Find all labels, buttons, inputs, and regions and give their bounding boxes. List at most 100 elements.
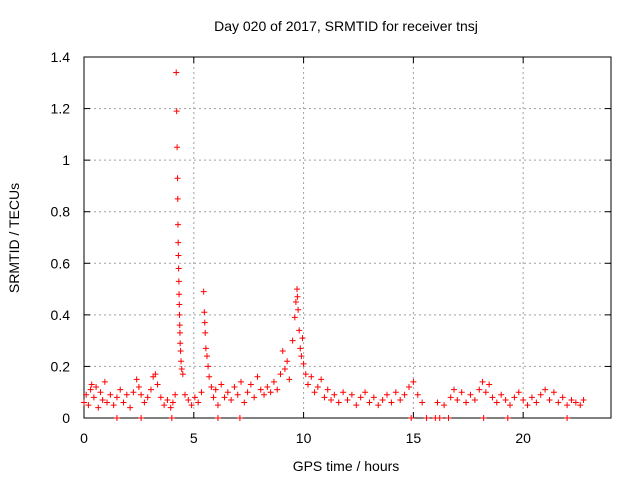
data-point: [135, 384, 142, 391]
data-point: [205, 363, 212, 370]
data-point: [177, 347, 184, 354]
data-point: [447, 394, 454, 401]
data-point: [157, 394, 164, 401]
data-point: [231, 384, 238, 391]
data-point: [295, 306, 302, 313]
data-point: [210, 394, 217, 401]
data-point: [277, 371, 284, 378]
data-point: [90, 394, 97, 401]
data-point: [555, 399, 562, 406]
y-tick-label: 1.4: [51, 49, 71, 65]
data-point: [107, 391, 114, 398]
data-point: [572, 399, 579, 406]
data-point: [299, 335, 306, 342]
data-point: [174, 195, 181, 202]
x-axis-label: GPS time / hours: [293, 458, 400, 474]
data-point: [176, 311, 183, 318]
data-point: [370, 394, 377, 401]
data-point: [221, 394, 228, 401]
data-point: [375, 402, 382, 409]
data-point: [482, 389, 489, 396]
data-point: [410, 378, 417, 385]
data-point: [208, 384, 215, 391]
data-point: [241, 399, 248, 406]
data-point: [423, 415, 430, 421]
data-point: [362, 389, 369, 396]
data-point: [247, 381, 254, 388]
data-point: [506, 402, 513, 409]
data-point: [564, 415, 571, 421]
data-point: [110, 402, 117, 409]
data-point: [83, 391, 90, 398]
data-point: [169, 399, 176, 406]
data-point: [397, 396, 404, 403]
data-point: [172, 391, 179, 398]
y-tick-label: 1.2: [51, 101, 71, 117]
data-point: [191, 394, 198, 401]
data-point: [353, 402, 360, 409]
data-point: [117, 386, 124, 393]
data-point: [206, 373, 213, 380]
data-point: [580, 396, 587, 403]
data-point: [185, 396, 192, 403]
data-point: [144, 394, 151, 401]
data-point: [182, 391, 189, 398]
data-point: [550, 389, 557, 396]
data-point: [257, 386, 264, 393]
data-point: [138, 391, 145, 398]
data-point: [228, 396, 235, 403]
data-point: [81, 399, 87, 406]
tick-labels: 0 5 10 15 20 0 0.2 0.4 0.6 0.8 1 1.2 1.4: [51, 49, 532, 446]
data-point: [236, 415, 243, 421]
data-point: [504, 415, 511, 421]
data-point: [251, 394, 258, 401]
data-point: [173, 108, 180, 115]
data-point: [293, 286, 300, 293]
data-point: [177, 340, 184, 347]
data-point: [564, 402, 571, 409]
data-point: [520, 396, 527, 403]
data-point: [284, 358, 291, 365]
data-point: [147, 386, 154, 393]
data-point: [130, 389, 137, 396]
y-tick-label: 0.4: [51, 307, 71, 323]
data-markers: [81, 69, 587, 421]
data-point: [214, 415, 221, 421]
data-point: [441, 402, 448, 409]
data-point: [476, 386, 483, 393]
data-point: [408, 415, 415, 421]
y-axis-label: SRMTID / TECUs: [6, 183, 22, 293]
data-point: [138, 415, 145, 421]
data-point: [300, 360, 307, 367]
data-point: [99, 396, 106, 403]
data-point: [289, 337, 296, 344]
data-point: [436, 415, 443, 421]
data-point: [212, 386, 219, 393]
data-point: [419, 399, 426, 406]
data-point: [200, 288, 207, 295]
data-point: [218, 381, 225, 388]
data-point: [173, 69, 180, 76]
data-point: [203, 353, 210, 360]
data-point: [279, 347, 286, 354]
data-point: [357, 394, 364, 401]
data-point: [384, 391, 391, 398]
data-point: [366, 399, 373, 406]
data-point: [88, 381, 95, 388]
data-point: [178, 366, 185, 373]
data-point: [321, 394, 328, 401]
y-tick-label: 0: [62, 410, 70, 426]
data-point: [392, 389, 399, 396]
data-point: [458, 389, 465, 396]
data-point: [85, 402, 92, 409]
data-point: [335, 399, 342, 406]
data-point: [201, 309, 208, 316]
data-point: [328, 396, 335, 403]
data-point: [264, 384, 271, 391]
y-tick-label: 1: [62, 152, 70, 168]
data-point: [388, 399, 395, 406]
data-point: [154, 381, 161, 388]
data-point: [524, 402, 531, 409]
data-point: [314, 384, 321, 391]
data-point: [311, 389, 318, 396]
